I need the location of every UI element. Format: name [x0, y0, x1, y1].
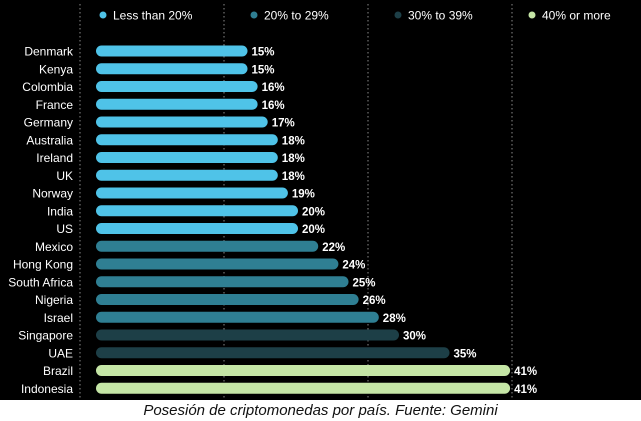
category-label-0: Denmark: [24, 45, 74, 59]
bar-18: [96, 365, 511, 376]
category-label-11: Mexico: [35, 240, 73, 254]
value-label-16: 30%: [403, 331, 426, 343]
legend-marker-0: [99, 11, 107, 19]
bar-9: [96, 205, 298, 217]
bar-2: [96, 81, 258, 92]
bar-11: [96, 240, 319, 252]
category-label-13: South Africa: [8, 275, 73, 289]
value-label-14: 26%: [363, 295, 386, 307]
category-label-17: UAE: [48, 346, 73, 360]
bar-13: [96, 276, 349, 288]
chart-area: Less than 20% 20% to 29% 30% to 39% 40% or …: [0, 0, 641, 400]
category-label-16: Singapore: [18, 329, 73, 343]
category-label-3: France: [36, 98, 74, 112]
bar-0: [96, 45, 248, 57]
value-label-6: 18%: [282, 153, 305, 165]
value-label-8: 19%: [292, 189, 315, 201]
value-label-4: 17%: [272, 118, 295, 130]
value-label-3: 16%: [262, 100, 285, 112]
value-label-18: 41%: [514, 366, 537, 378]
category-label-9: India: [47, 204, 73, 218]
bar-15: [96, 311, 379, 323]
legend-label-2: 30% to 39%: [408, 9, 473, 23]
category-label-6: Ireland: [36, 151, 73, 165]
category-label-8: Norway: [32, 187, 73, 201]
value-label-2: 16%: [262, 82, 285, 94]
legend-marker-1: [250, 11, 258, 19]
bar-chart: Less than 20% 20% to 29% 30% to 39% 40% or …: [8, 4, 611, 398]
category-label-4: Germany: [24, 116, 73, 130]
legend-label-0: Less than 20%: [113, 9, 193, 23]
value-label-19: 41%: [514, 384, 537, 396]
bar-14: [96, 294, 359, 305]
category-label-1: Kenya: [39, 62, 73, 76]
bar-5: [96, 134, 278, 146]
category-label-15: Israel: [44, 311, 73, 325]
chart-caption: Posesión de criptomonedas por país. Fuen…: [143, 402, 498, 419]
category-label-5: Australia: [26, 133, 73, 147]
value-label-5: 18%: [282, 135, 305, 147]
category-label-7: UK: [56, 169, 73, 183]
value-label-17: 35%: [454, 348, 477, 360]
bar-7: [96, 169, 278, 181]
bar-17: [96, 347, 450, 359]
bar-16: [96, 329, 399, 341]
legend-label-3: 40% or more: [542, 9, 611, 23]
bar-19: [96, 382, 511, 394]
bar-4: [96, 116, 268, 128]
category-label-2: Colombia: [22, 80, 73, 94]
category-label-18: Brazil: [43, 364, 73, 378]
bar-6: [96, 152, 278, 163]
legend-marker-3: [528, 11, 536, 19]
bar-12: [96, 258, 339, 270]
value-label-7: 18%: [282, 171, 305, 183]
bar-8: [96, 187, 288, 199]
value-label-12: 24%: [342, 260, 365, 272]
value-label-11: 22%: [322, 242, 345, 254]
category-label-10: US: [56, 222, 73, 236]
legend-marker-2: [394, 11, 402, 19]
category-label-14: Nigeria: [35, 293, 73, 307]
legend-label-1: 20% to 29%: [264, 9, 329, 23]
category-label-19: Indonesia: [21, 382, 73, 396]
value-label-0: 15%: [252, 47, 275, 59]
bar-1: [96, 63, 248, 75]
value-label-1: 15%: [252, 64, 275, 76]
value-label-9: 20%: [302, 206, 325, 218]
category-label-12: Hong Kong: [13, 258, 73, 272]
bar-3: [96, 98, 258, 110]
value-label-13: 25%: [353, 277, 376, 289]
value-label-10: 20%: [302, 224, 325, 236]
bar-10: [96, 223, 298, 234]
value-label-15: 28%: [383, 313, 406, 325]
